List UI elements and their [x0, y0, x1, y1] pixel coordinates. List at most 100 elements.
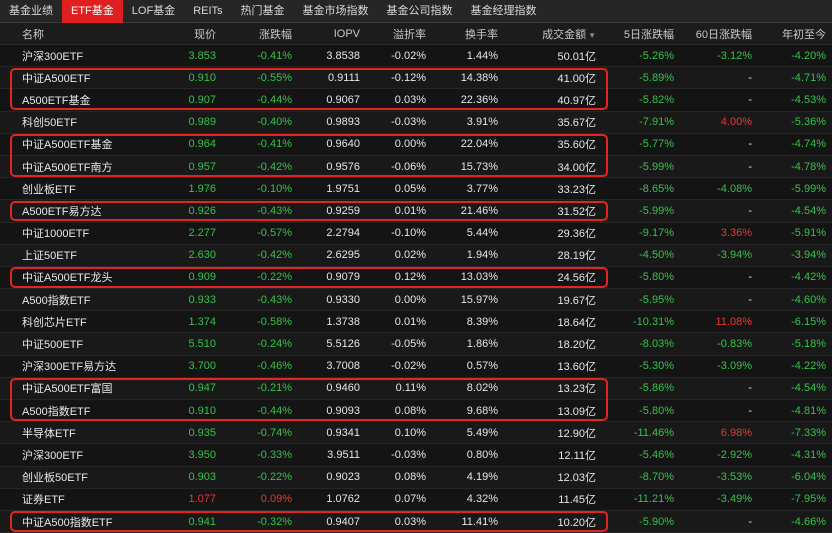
col-header-change[interactable]: 涨跌幅: [222, 23, 298, 45]
table-row[interactable]: 半导体ETF 0.935 -0.74% 0.9341 0.10% 5.49% 12.90亿 -…: [0, 421, 832, 445]
cell-price: 0.935: [150, 421, 222, 445]
cell-change: -0.32%: [222, 510, 298, 533]
cell-amount: 29.36亿: [504, 222, 602, 245]
table-row[interactable]: A500ETF基金 0.907 -0.44% 0.9067 0.03% 22.36% 40.…: [0, 88, 832, 112]
cell-price: 0.941: [150, 510, 222, 533]
table-row[interactable]: 科创50ETF 0.989 -0.40% 0.9893 -0.03% 3.91% 35.67…: [0, 111, 832, 134]
cell-change: -0.44%: [222, 399, 298, 423]
tab-2[interactable]: LOF基金: [131, 4, 176, 17]
tab-5[interactable]: 基金市场指数: [302, 4, 369, 17]
tab-0[interactable]: 基金业绩: [9, 4, 53, 17]
cell-d60: -: [680, 88, 758, 112]
cell-d5: -7.91%: [602, 111, 680, 134]
table-row[interactable]: 中证500ETF 5.510 -0.24% 5.5126 -0.05% 1.86% 18.2…: [0, 332, 832, 356]
table-row[interactable]: 证券ETF 1.077 0.09% 1.0762 0.07% 4.32% 11.45亿 -11…: [0, 488, 832, 511]
cell-name: 中证500ETF: [0, 332, 150, 356]
cell-ytd: -7.33%: [758, 421, 832, 445]
cell-ytd: -5.99%: [758, 177, 832, 201]
cell-change: -0.57%: [222, 222, 298, 245]
cell-ytd: -4.71%: [758, 66, 832, 90]
cell-d5: -5.80%: [602, 266, 680, 290]
sort-desc-icon[interactable]: ▼: [588, 30, 596, 40]
cell-d5: -5.30%: [602, 355, 680, 378]
tab-7[interactable]: 基金经理指数: [470, 4, 537, 17]
cell-iopv: 2.2794: [298, 222, 366, 245]
tab-3[interactable]: REITs: [193, 4, 223, 17]
cell-turnover: 22.36%: [432, 88, 504, 112]
tab-6[interactable]: 基金公司指数: [386, 4, 453, 17]
table-row[interactable]: 中证A500ETF基金 0.964 -0.41% 0.9640 0.00% 22.04% 3…: [0, 133, 832, 156]
table-row[interactable]: 中证A500指数ETF 0.941 -0.32% 0.9407 0.03% 11.41% 1…: [0, 510, 832, 533]
cell-amount: 31.52亿: [504, 199, 602, 223]
table-row[interactable]: 中证1000ETF 2.277 -0.57% 2.2794 -0.10% 5.44% 29.…: [0, 222, 832, 245]
cell-price: 0.989: [150, 111, 222, 134]
cell-premium: 0.01%: [366, 199, 432, 223]
col-header-d5[interactable]: 5日涨跌幅: [602, 23, 680, 45]
cell-d60: -2.92%: [680, 443, 758, 467]
cell-amount: 50.01亿: [504, 44, 602, 68]
cell-ytd: -4.74%: [758, 133, 832, 156]
cell-d60: -3.53%: [680, 466, 758, 489]
table-row[interactable]: 中证A500ETF龙头 0.909 -0.22% 0.9079 0.12% 13.03% 2…: [0, 266, 832, 290]
col-header-d60[interactable]: 60日涨跌幅: [680, 23, 758, 45]
cell-name: A500指数ETF: [0, 288, 150, 312]
cell-amount: 24.56亿: [504, 266, 602, 290]
cell-amount: 12.90亿: [504, 421, 602, 445]
tab-1[interactable]: ETF基金: [62, 0, 123, 23]
col-header-price[interactable]: 现价: [150, 23, 222, 45]
table-row[interactable]: A500指数ETF 0.910 -0.44% 0.9093 0.08% 9.68% 13.0…: [0, 399, 832, 423]
cell-d5: -5.77%: [602, 133, 680, 156]
cell-premium: 0.03%: [366, 510, 432, 533]
cell-change: -0.42%: [222, 155, 298, 179]
cell-name: 沪深300ETF: [0, 443, 150, 467]
cell-iopv: 0.9093: [298, 399, 366, 423]
col-header-premium[interactable]: 溢折率: [366, 23, 432, 45]
cell-turnover: 0.57%: [432, 355, 504, 378]
cell-d60: -3.12%: [680, 44, 758, 68]
col-header-turnover[interactable]: 换手率: [432, 23, 504, 45]
col-header-ytd[interactable]: 年初至今: [758, 23, 832, 45]
table-row[interactable]: 沪深300ETF易方达 3.700 -0.46% 3.7008 -0.02% 0.57% 1…: [0, 355, 832, 378]
cell-change: -0.41%: [222, 44, 298, 68]
cell-amount: 33.23亿: [504, 177, 602, 201]
cell-change: -0.44%: [222, 88, 298, 112]
col-header-amount[interactable]: 成交金额 ▼: [504, 23, 602, 45]
cell-price: 0.933: [150, 288, 222, 312]
tab-4[interactable]: 热门基金: [240, 4, 285, 17]
col-header-name[interactable]: 名称: [0, 23, 150, 45]
table-row[interactable]: 中证A500ETF 0.910 -0.55% 0.9111 -0.12% 14.38% 41…: [0, 66, 832, 90]
table-row[interactable]: 中证A500ETF富国 0.947 -0.21% 0.9460 0.11% 8.02% 13…: [0, 377, 832, 401]
cell-change: -0.10%: [222, 177, 298, 201]
cell-name: A500ETF基金: [0, 88, 150, 112]
cell-name: 沪深300ETF易方达: [0, 355, 150, 378]
cell-d5: -5.26%: [602, 44, 680, 68]
table-row[interactable]: 上证50ETF 2.630 -0.42% 2.6295 0.02% 1.94% 28.19亿…: [0, 244, 832, 267]
cell-name: 上证50ETF: [0, 244, 150, 267]
cell-name: 证券ETF: [0, 488, 150, 511]
cell-iopv: 0.9079: [298, 266, 366, 290]
table-row[interactable]: 中证A500ETF南方 0.957 -0.42% 0.9576 -0.06% 15.73%…: [0, 155, 832, 179]
cell-turnover: 4.32%: [432, 488, 504, 511]
table-row[interactable]: A500ETF易方达 0.926 -0.43% 0.9259 0.01% 21.46% 31…: [0, 199, 832, 223]
cell-name: 中证A500ETF富国: [0, 377, 150, 401]
cell-price: 1.077: [150, 488, 222, 511]
cell-price: 3.853: [150, 44, 222, 68]
cell-amount: 19.67亿: [504, 288, 602, 312]
cell-price: 0.947: [150, 377, 222, 401]
cell-iopv: 1.9751: [298, 177, 366, 201]
table-row[interactable]: 创业板50ETF 0.903 -0.22% 0.9023 0.08% 4.19% 12.03…: [0, 466, 832, 489]
cell-d5: -8.03%: [602, 332, 680, 356]
table-row[interactable]: 科创芯片ETF 1.374 -0.58% 1.3738 0.01% 8.39% 18.64亿…: [0, 310, 832, 334]
table-row[interactable]: 沪深300ETF 3.853 -0.41% 3.8538 -0.02% 1.44% 50.0…: [0, 44, 832, 68]
table-row[interactable]: A500指数ETF 0.933 -0.43% 0.9330 0.00% 15.97% 19.…: [0, 288, 832, 312]
col-header-iopv[interactable]: IOPV: [298, 23, 366, 45]
cell-turnover: 4.19%: [432, 466, 504, 489]
cell-amount: 11.45亿: [504, 488, 602, 511]
cell-turnover: 0.80%: [432, 443, 504, 467]
cell-turnover: 11.41%: [432, 510, 504, 533]
cell-change: -0.24%: [222, 332, 298, 356]
cell-ytd: -6.15%: [758, 310, 832, 334]
cell-amount: 12.11亿: [504, 443, 602, 467]
table-row[interactable]: 沪深300ETF 3.950 -0.33% 3.9511 -0.03% 0.80% 12.1…: [0, 443, 832, 467]
table-row[interactable]: 创业板ETF 1.976 -0.10% 1.9751 0.05% 3.77% 33.23亿 -…: [0, 177, 832, 201]
